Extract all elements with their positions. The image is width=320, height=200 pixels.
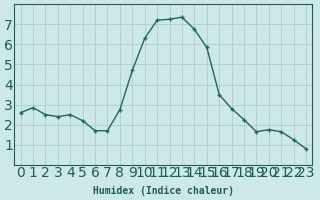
X-axis label: Humidex (Indice chaleur): Humidex (Indice chaleur) <box>93 186 234 196</box>
